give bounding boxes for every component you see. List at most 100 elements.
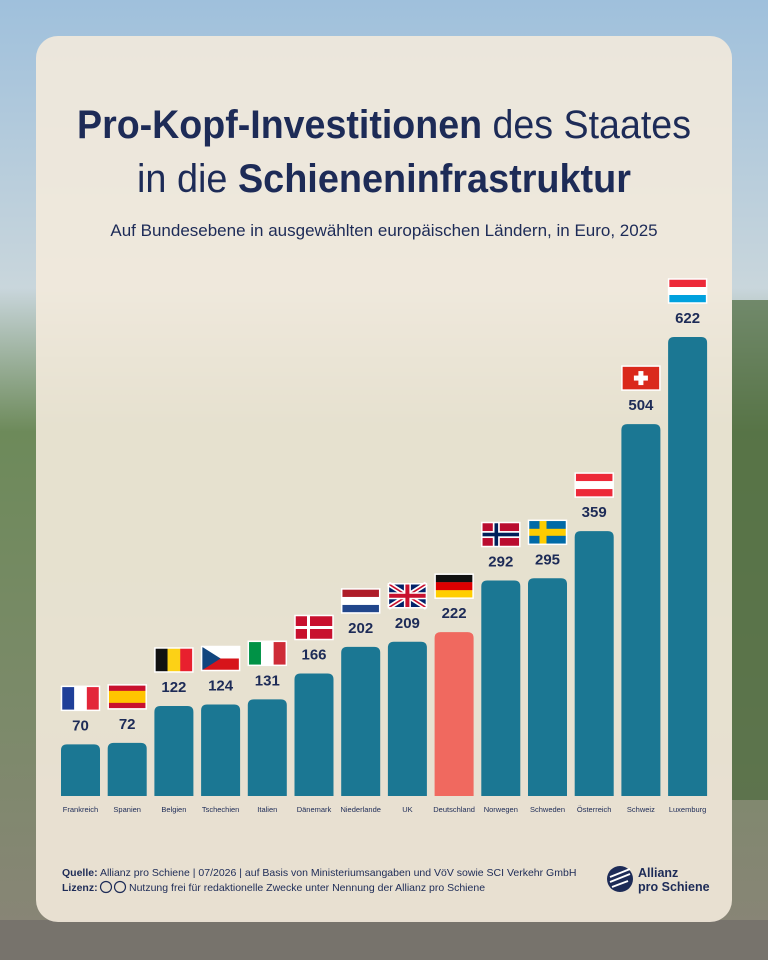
flag-border bbox=[154, 647, 194, 673]
bar bbox=[201, 704, 241, 796]
x-tick-label: Deutschland bbox=[433, 805, 475, 814]
title-bold: Schieneninfrastruktur bbox=[238, 157, 631, 201]
cc-icon bbox=[99, 880, 113, 894]
flag-border bbox=[527, 519, 568, 546]
flag-border bbox=[387, 583, 428, 609]
flag-part bbox=[481, 532, 520, 537]
bar-chart: 70 Frankreich 72 Spanien 122 Belgien 124 Tschec… bbox=[60, 278, 708, 814]
x-tick-label: Belgien bbox=[161, 805, 186, 814]
source: Quelle: Allianz pro Schiene | 07/2026 | … bbox=[62, 867, 576, 879]
bar bbox=[61, 744, 100, 796]
title-rest: des Staates bbox=[493, 103, 691, 147]
flag bbox=[60, 685, 101, 712]
value-label: 359 bbox=[582, 504, 607, 521]
license: Lizenz: bbox=[62, 882, 98, 894]
flag-part bbox=[295, 626, 333, 630]
flag-part bbox=[575, 489, 614, 498]
subtitle: Auf Bundesebene in ausgewählten europäis… bbox=[110, 221, 657, 240]
flag-part bbox=[273, 641, 287, 666]
flag bbox=[340, 588, 381, 614]
flag-part bbox=[494, 522, 499, 547]
bar bbox=[574, 531, 614, 796]
flag bbox=[481, 521, 521, 548]
title-line-2: in die Schieneninfrastruktur bbox=[137, 157, 631, 201]
source-label: Quelle: bbox=[62, 867, 98, 879]
flag-part bbox=[435, 590, 474, 599]
flag-part bbox=[180, 647, 194, 672]
value-label: 72 bbox=[119, 716, 136, 733]
flag-part bbox=[307, 615, 310, 640]
logo-lines bbox=[609, 868, 631, 888]
flag-border bbox=[340, 588, 381, 614]
flag-part bbox=[201, 646, 221, 671]
flag-border bbox=[574, 472, 614, 498]
flag-part bbox=[341, 604, 380, 614]
license-label: Lizenz: bbox=[62, 882, 98, 894]
bar bbox=[434, 632, 474, 796]
bar bbox=[481, 580, 521, 796]
gravel bbox=[0, 920, 768, 960]
flag bbox=[434, 573, 474, 599]
source-text: Allianz pro Schiene | 07/2026 | auf Basi… bbox=[100, 867, 576, 879]
logo-text: pro Schiene bbox=[638, 880, 710, 894]
flag-part bbox=[154, 647, 168, 672]
flag-part bbox=[405, 583, 410, 608]
bar bbox=[621, 424, 661, 796]
x-tick-label: Österreich bbox=[577, 805, 612, 814]
flag bbox=[154, 647, 194, 673]
flag-part bbox=[108, 702, 147, 710]
bar bbox=[528, 578, 567, 796]
flag-part bbox=[248, 641, 262, 666]
value-label: 166 bbox=[301, 647, 326, 664]
value-label: 124 bbox=[208, 677, 234, 694]
flag-border bbox=[434, 573, 474, 599]
flag-part bbox=[86, 686, 100, 711]
flag-part bbox=[167, 647, 181, 672]
value-label: 622 bbox=[675, 310, 700, 327]
value-label: 295 bbox=[535, 551, 560, 568]
flag-part bbox=[575, 473, 614, 482]
flag bbox=[200, 645, 241, 672]
flag-part bbox=[575, 481, 614, 490]
bar bbox=[668, 337, 708, 796]
flag-part bbox=[341, 596, 380, 606]
x-tick-label: Norwegen bbox=[484, 805, 518, 814]
flag-border bbox=[294, 614, 334, 641]
flag-part bbox=[341, 588, 380, 598]
flag-border bbox=[107, 684, 147, 710]
flag bbox=[667, 278, 708, 304]
flag bbox=[294, 614, 334, 641]
flag-part bbox=[108, 696, 147, 704]
flag-border bbox=[667, 278, 708, 304]
flag bbox=[527, 519, 568, 546]
trees bbox=[732, 300, 768, 800]
flag bbox=[621, 365, 661, 391]
flag-part bbox=[539, 520, 547, 545]
flag-border bbox=[621, 365, 661, 391]
flag-part bbox=[108, 684, 147, 692]
x-tick-label: Luxemburg bbox=[669, 805, 707, 814]
logo-text: Allianz bbox=[638, 866, 678, 880]
flag-part bbox=[528, 528, 567, 536]
by-icon bbox=[113, 880, 127, 894]
bar bbox=[341, 646, 381, 796]
value-label: 292 bbox=[488, 554, 513, 571]
bar bbox=[247, 699, 287, 796]
value-label: 70 bbox=[72, 717, 89, 734]
flag-border bbox=[481, 521, 521, 548]
title-rest: in die bbox=[137, 157, 227, 201]
flag-border bbox=[60, 685, 101, 712]
bar bbox=[154, 705, 194, 796]
x-tick-label: Schweden bbox=[530, 805, 565, 814]
flag-border bbox=[200, 645, 241, 672]
title-line-1: Pro-Kopf-Investitionen des Staates bbox=[77, 103, 691, 147]
flag bbox=[107, 684, 147, 710]
flag-part bbox=[435, 574, 474, 583]
bar bbox=[294, 673, 334, 796]
value-label: 202 bbox=[348, 620, 373, 637]
flag bbox=[387, 581, 428, 610]
x-tick-label: Frankreich bbox=[63, 805, 98, 814]
flag-part bbox=[61, 686, 75, 711]
